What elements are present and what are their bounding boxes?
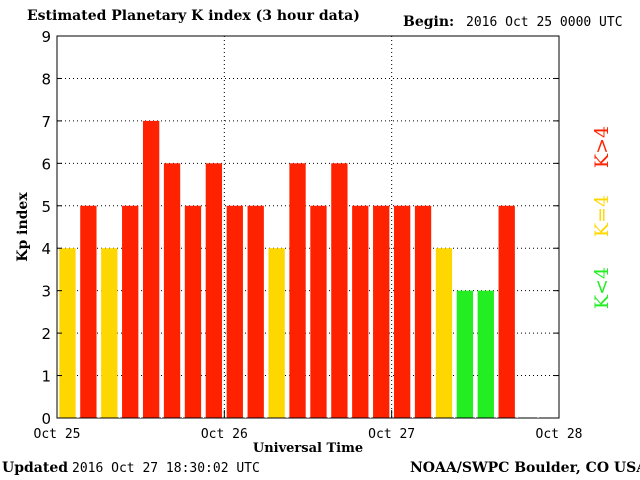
kp-bar — [80, 205, 97, 418]
kp-bar — [163, 163, 181, 418]
kp-bar — [247, 205, 264, 418]
kp-bar — [184, 205, 202, 418]
y-tick-label: 4 — [41, 240, 51, 258]
kp-bar — [268, 248, 285, 418]
begin-label: Begin: — [403, 14, 455, 30]
chart-title: Estimated Planetary K index (3 hour data… — [27, 8, 360, 24]
legend-k-less-4: K<4 — [591, 267, 613, 309]
y-tick-label: 1 — [41, 368, 51, 386]
kp-bar — [310, 205, 327, 418]
y-tick-label: 2 — [41, 325, 51, 343]
kp-bar — [205, 163, 223, 418]
y-tick-label: 9 — [41, 28, 51, 46]
legend-k-equal-4: K=4 — [591, 195, 613, 237]
y-axis-label: Kp index — [15, 192, 31, 262]
y-tick-label: 6 — [41, 155, 51, 173]
legend-k-greater-4: K>4 — [591, 126, 613, 168]
kp-bar — [456, 290, 474, 418]
updated-label: Updated — [2, 460, 69, 476]
kp-bar — [59, 248, 76, 418]
kp-bar — [122, 205, 139, 418]
tick-labels: 0 1 2 3 4 5 6 7 8 9 Oct 25 Oct 26 Oct 27 Oct 28 — [34, 28, 583, 442]
kp-bar — [226, 205, 243, 418]
kp-bar — [498, 205, 515, 418]
kp-bar — [101, 248, 118, 418]
kp-bars — [59, 120, 515, 418]
y-tick-label: 0 — [41, 410, 51, 428]
x-axis-label: Universal Time — [253, 441, 363, 456]
tick-marks — [56, 35, 560, 419]
kp-bar — [289, 163, 306, 418]
kp-bar — [393, 205, 411, 418]
kp-bar — [477, 290, 494, 418]
kp-bar — [142, 120, 160, 418]
x-tick-label: Oct 27 — [368, 427, 415, 442]
begin-value: 2016 Oct 25 0000 UTC — [466, 15, 623, 30]
y-tick-label: 7 — [41, 113, 51, 131]
kp-bar — [373, 205, 390, 418]
y-tick-label: 8 — [41, 70, 51, 88]
y-tick-label: 3 — [41, 283, 51, 301]
y-tick-label: 5 — [41, 198, 51, 216]
kp-bar — [435, 248, 453, 418]
kp-bar — [352, 205, 369, 418]
source-credit: NOAA/SWPC Boulder, CO USA — [410, 460, 640, 476]
x-tick-label: Oct 25 — [34, 427, 81, 442]
kp-bar — [414, 205, 432, 418]
x-tick-label: Oct 28 — [536, 427, 583, 442]
kp-bar — [331, 163, 348, 418]
x-tick-label: Oct 26 — [201, 427, 248, 442]
updated-value: 2016 Oct 27 18:30:02 UTC — [72, 461, 260, 476]
